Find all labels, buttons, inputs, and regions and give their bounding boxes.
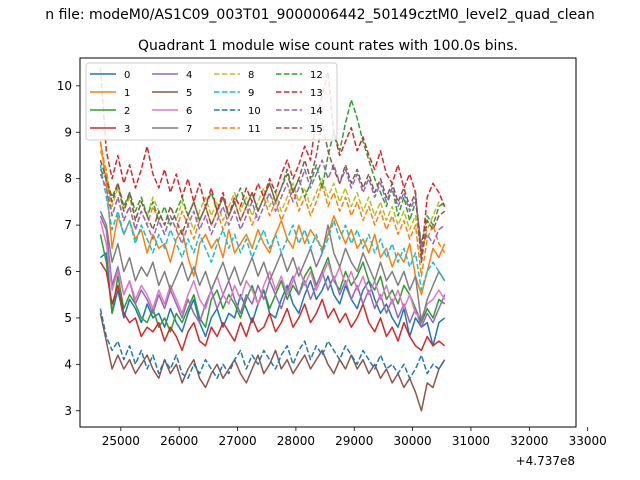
series-line-12 <box>99 99 446 245</box>
plot-frame <box>79 57 577 428</box>
y-tick-label: 8 <box>64 172 72 186</box>
legend-item-2[interactable]: 2 <box>90 106 130 117</box>
x-tick-label: 27000 <box>218 434 256 448</box>
y-tick-label: 4 <box>64 357 72 371</box>
y-tick-label: 9 <box>64 125 72 139</box>
legend-label: 14 <box>310 106 323 117</box>
series-line-9 <box>99 164 446 291</box>
figure-title: n file: modeM0/AS1C09_003T01_9000006442_… <box>45 7 594 23</box>
legend-label: 15 <box>310 124 323 135</box>
series-line-14 <box>99 159 446 250</box>
legend-item-10[interactable]: 10 <box>214 106 261 117</box>
chart-title: Quadrant 1 module wise count rates with … <box>138 38 518 54</box>
legend-label: 1 <box>124 88 130 99</box>
legend-item-15[interactable]: 15 <box>276 124 323 135</box>
series-line-13 <box>99 67 446 259</box>
legend-item-1[interactable]: 1 <box>90 88 130 99</box>
legend-label: 12 <box>310 70 323 81</box>
y-tick-label: 10 <box>57 79 72 93</box>
series-line-7 <box>99 210 446 324</box>
legend-frame <box>85 62 338 141</box>
legend-label: 7 <box>186 124 192 135</box>
y-tick-label: 7 <box>64 218 72 232</box>
series-line-3 <box>99 261 446 352</box>
x-tick-label: 33000 <box>569 434 607 448</box>
legend-label: 3 <box>124 124 130 135</box>
x-tick-label: 32000 <box>510 434 548 448</box>
legend-item-12[interactable]: 12 <box>276 70 323 81</box>
legend-item-7[interactable]: 7 <box>152 124 192 135</box>
series-line-5 <box>99 313 446 412</box>
series-line-0 <box>99 252 446 347</box>
plot-area <box>79 57 577 428</box>
x-tick-label: 31000 <box>452 434 490 448</box>
legend-label: 5 <box>186 88 192 99</box>
y-tick-label: 5 <box>64 311 72 325</box>
series-line-1 <box>99 141 446 296</box>
legend-label: 11 <box>248 124 261 135</box>
legend-label: 10 <box>248 106 261 117</box>
legend-item-8[interactable]: 8 <box>214 70 254 81</box>
series-line-6 <box>99 220 446 319</box>
legend-item-4[interactable]: 4 <box>152 70 192 81</box>
legend-label: 4 <box>186 70 192 81</box>
y-axis: 3 4 5 6 7 8 9 10 <box>57 79 80 418</box>
legend-label: 2 <box>124 106 130 117</box>
legend-label: 0 <box>124 70 130 81</box>
legend-item-3[interactable]: 3 <box>90 124 130 135</box>
legend-item-6[interactable]: 6 <box>152 106 192 117</box>
x-tick-label: 26000 <box>160 434 198 448</box>
x-axis: 25000 26000 27000 28000 29000 30000 31000 32000… <box>102 427 607 448</box>
series-line-4 <box>99 215 446 328</box>
legend-item-11[interactable]: 11 <box>214 124 261 135</box>
x-tick-label: 30000 <box>394 434 432 448</box>
legend-item-0[interactable]: 0 <box>90 70 130 81</box>
legend-label: 9 <box>248 88 254 99</box>
series-layer <box>99 67 446 412</box>
x-tick-label: 29000 <box>335 434 373 448</box>
legend-item-9[interactable]: 9 <box>214 88 254 99</box>
y-tick-label: 3 <box>64 404 72 418</box>
y-tick-label: 6 <box>64 265 72 279</box>
legend-item-13[interactable]: 13 <box>276 88 323 99</box>
legend-label: 13 <box>310 88 323 99</box>
x-axis-offset-label: +4.737e8 <box>516 454 575 468</box>
legend-item-5[interactable]: 5 <box>152 88 192 99</box>
legend-label: 8 <box>248 70 254 81</box>
legend-label: 6 <box>186 106 192 117</box>
legend-item-14[interactable]: 14 <box>276 106 323 117</box>
series-line-10 <box>99 308 446 380</box>
x-tick-label: 28000 <box>277 434 315 448</box>
x-tick-label: 25000 <box>102 434 140 448</box>
series-line-8 <box>99 150 446 254</box>
